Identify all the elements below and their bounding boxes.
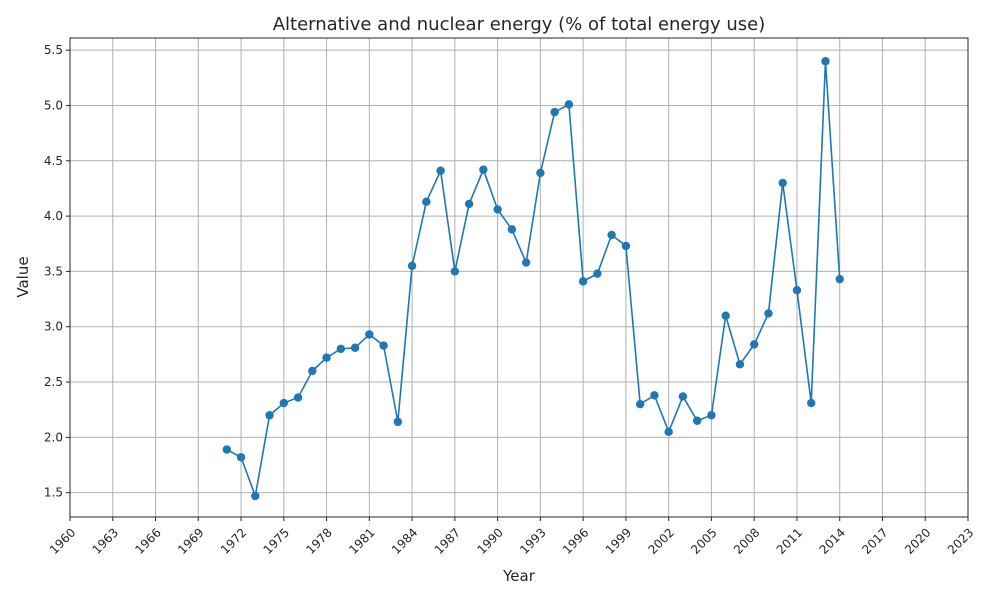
data-point	[222, 445, 231, 454]
x-tick-label: 2023	[945, 525, 976, 556]
y-tick-label: 2.5	[44, 375, 63, 389]
grid	[69, 38, 969, 517]
x-axis-label: Year	[502, 567, 536, 585]
data-point	[436, 166, 445, 175]
y-tick-label: 4.5	[44, 154, 63, 168]
x-tick-label: 2005	[688, 525, 719, 556]
data-point	[664, 427, 673, 437]
data-point	[521, 258, 531, 267]
x-tick-label: 2008	[731, 525, 762, 556]
data-point	[721, 311, 730, 320]
data-point	[607, 230, 616, 240]
y-axis-ticks: 1.5 2.0 2.5 3.0 3.5 4.0 4.5 5.0 5.5	[44, 43, 70, 500]
x-tick-label: 1987	[432, 525, 463, 556]
data-point	[251, 491, 260, 501]
data-point	[350, 343, 360, 352]
data-point	[493, 205, 502, 214]
x-tick-label: 1969	[175, 525, 206, 556]
data-point	[479, 165, 488, 174]
data-point	[293, 393, 303, 402]
data-point	[336, 344, 346, 354]
x-tick-label: 2014	[817, 525, 848, 556]
data-point	[393, 417, 403, 427]
data-point	[735, 360, 745, 369]
y-tick-label: 5.5	[44, 43, 63, 57]
data-point	[564, 100, 574, 109]
y-tick-label: 5.0	[44, 98, 63, 112]
x-tick-label: 1978	[303, 525, 334, 556]
series-layer	[222, 57, 844, 501]
x-tick-label: 1996	[560, 525, 591, 556]
x-tick-label: 2002	[646, 525, 677, 556]
data-point	[821, 57, 830, 66]
y-tick-label: 1.5	[44, 486, 63, 500]
x-tick-label: 1981	[346, 525, 377, 556]
y-tick-label: 3.5	[44, 264, 63, 278]
data-point	[749, 340, 759, 349]
data-point	[807, 398, 816, 408]
data-points	[222, 57, 844, 501]
x-tick-label: 1993	[517, 525, 548, 556]
y-axis-label: Value	[14, 256, 32, 297]
x-tick-label: 2011	[774, 525, 805, 556]
data-point	[407, 261, 417, 271]
x-tick-label: 1963	[90, 525, 121, 556]
chart-title: Alternative and nuclear energy (% of tot…	[273, 14, 766, 35]
data-point	[265, 411, 274, 420]
data-point	[621, 241, 631, 251]
data-point	[379, 341, 388, 350]
data-point	[236, 453, 246, 462]
x-tick-label: 1966	[132, 525, 163, 556]
x-tick-label: 2020	[902, 525, 933, 556]
x-tick-label: 1960	[47, 525, 78, 556]
x-tick-label: 1975	[261, 525, 292, 556]
x-tick-label: 1990	[474, 525, 505, 556]
x-tick-label: 1984	[389, 525, 420, 556]
data-point	[678, 392, 688, 401]
data-point	[550, 107, 559, 117]
data-point	[279, 398, 289, 408]
data-point	[578, 277, 588, 286]
plot-frame	[69, 37, 969, 518]
data-point	[692, 416, 702, 425]
data-point	[507, 225, 517, 234]
data-point	[422, 197, 431, 206]
data-point	[792, 286, 802, 295]
y-tick-label: 3.0	[44, 320, 63, 334]
x-tick-label: 2017	[859, 525, 890, 556]
x-tick-label: 1972	[218, 525, 249, 556]
data-point	[536, 168, 545, 178]
data-point	[365, 330, 374, 339]
y-tick-label: 4.0	[44, 209, 63, 223]
y-tick-label: 2.0	[44, 430, 63, 444]
data-point	[778, 178, 787, 188]
series-line	[226, 61, 841, 500]
data-point	[635, 399, 645, 409]
x-tick-label: 1999	[603, 525, 634, 556]
data-point	[593, 269, 602, 278]
data-point	[322, 353, 331, 362]
data-point	[650, 391, 659, 400]
data-point	[764, 309, 773, 318]
data-point	[835, 274, 844, 284]
data-point	[464, 199, 474, 209]
x-axis-ticks: 1960 1963 1966 1969 1972 1975 1978 1981 1984 1987…	[47, 517, 976, 557]
data-point	[707, 411, 716, 420]
data-point	[450, 267, 460, 276]
data-point	[308, 366, 317, 376]
